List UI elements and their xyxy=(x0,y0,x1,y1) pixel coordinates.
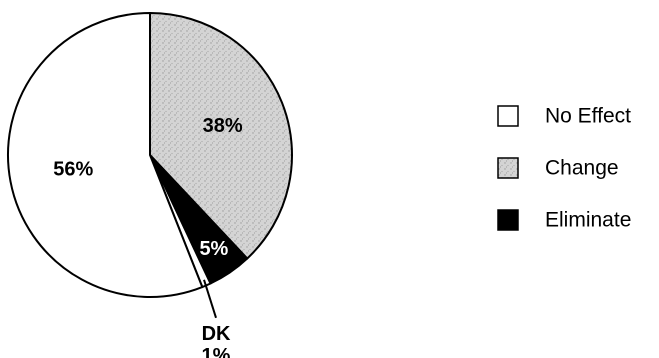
legend-swatch-change xyxy=(497,157,519,179)
slice-label-change: 38% xyxy=(203,115,243,137)
slice-label-no-effect: 56% xyxy=(53,159,93,181)
legend-label-eliminate: Eliminate xyxy=(545,209,631,232)
pie-slice-change xyxy=(149,12,293,260)
pie-slice-no-effect xyxy=(7,12,204,298)
callout-label-dk: DK xyxy=(202,323,231,345)
slice-label-dk: 1% xyxy=(202,345,231,358)
slice-label-eliminate: 5% xyxy=(199,238,228,260)
legend-swatch-eliminate xyxy=(497,209,519,231)
legend-label-no-effect: No Effect xyxy=(545,105,631,128)
legend-label-change: Change xyxy=(545,157,619,180)
callout-leader-dk xyxy=(203,279,217,319)
legend-swatch-no-effect xyxy=(497,105,519,127)
